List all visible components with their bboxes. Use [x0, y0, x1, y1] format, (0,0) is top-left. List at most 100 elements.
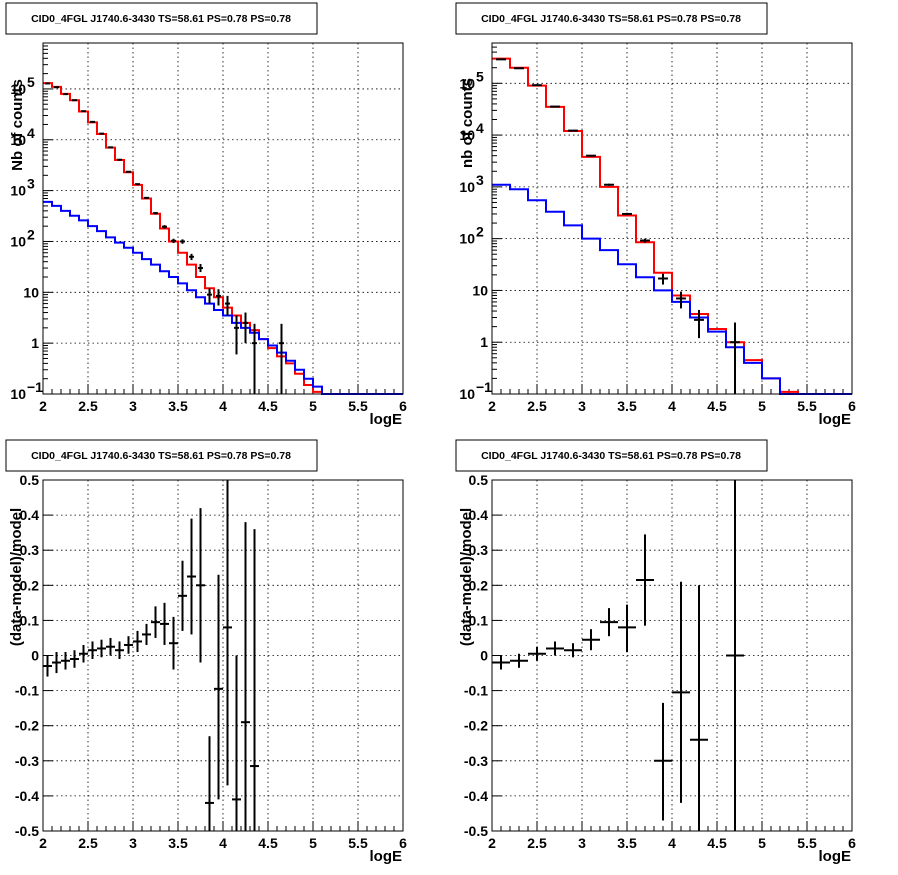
- y-tick-label: 0.5: [469, 472, 489, 488]
- y-tick-label: -0.1: [15, 683, 39, 699]
- y-tick-label: 10: [10, 386, 26, 402]
- y-tick-label: 0.2: [469, 577, 489, 593]
- data-point: [694, 309, 704, 339]
- residual-point: [546, 641, 564, 656]
- residual-point: [178, 560, 187, 631]
- x-tick-label: 3: [129, 835, 137, 851]
- panel-residuals-coarse: CID0_4FGL J1740.6-3430 TS=58.61 PS=0.78 …: [455, 439, 856, 865]
- y-tick-label: -0.5: [464, 823, 488, 839]
- y-tick-label: 0.4: [469, 507, 489, 523]
- residual-point: [232, 655, 241, 831]
- x-tick-label: 5.5: [797, 835, 817, 851]
- residual-point: [241, 522, 250, 831]
- residual-point: [510, 653, 528, 668]
- y-tick-exponent: 5: [27, 74, 35, 90]
- x-tick-label: 5: [309, 835, 317, 851]
- x-axis-label: logE: [370, 848, 403, 865]
- x-tick-label: 2: [488, 835, 496, 851]
- y-tick-label: 0.2: [20, 577, 40, 593]
- y-tick-exponent: −1: [476, 379, 492, 395]
- y-tick-label: 10: [459, 75, 475, 91]
- residual-point: [142, 623, 151, 645]
- y-tick-label: 10: [459, 231, 475, 247]
- data-point: [180, 239, 185, 244]
- residual-point: [133, 630, 142, 652]
- data-point: [225, 295, 230, 316]
- y-tick-label: 10: [472, 282, 488, 298]
- data-point: [108, 146, 113, 149]
- y-tick-exponent: 3: [27, 176, 35, 192]
- residual-point: [70, 650, 79, 668]
- residual-point: [196, 508, 205, 663]
- panel-counts-fine: CID0_4FGL J1740.6-3430 TS=58.61 PS=0.78 …: [5, 2, 407, 428]
- residual-point: [618, 604, 636, 652]
- residual-point: [528, 646, 546, 661]
- x-tick-label: 3.5: [168, 398, 188, 414]
- plot-frame: [491, 42, 853, 395]
- residual-point: [187, 518, 196, 635]
- y-tick-label: 0: [480, 648, 488, 664]
- y-tick-label: 0.5: [20, 472, 40, 488]
- data-point: [658, 273, 668, 285]
- panel-title-box: [455, 2, 768, 35]
- x-tick-label: 4.5: [258, 398, 278, 414]
- residual-point: [160, 602, 169, 645]
- residual-point: [97, 639, 106, 658]
- x-tick-label: 2.5: [527, 835, 547, 851]
- y-tick-label: 10: [23, 284, 39, 300]
- data-point: [153, 211, 158, 215]
- y-tick-label: 0.4: [20, 507, 40, 523]
- residual-point: [106, 637, 115, 656]
- residual-point: [115, 641, 124, 660]
- y-tick-label: 0: [31, 648, 39, 664]
- y-tick-label: 0.3: [469, 542, 489, 558]
- y-tick-label: -0.1: [464, 683, 488, 699]
- data-point: [81, 110, 86, 113]
- y-tick-label: 0.1: [20, 612, 40, 628]
- data-point: [90, 120, 95, 123]
- y-axis-label: (data-model)/model: [8, 508, 25, 646]
- x-tick-label: 5: [309, 398, 317, 414]
- x-tick-label: 3: [578, 835, 586, 851]
- residual-point: [672, 581, 690, 803]
- residual-point: [600, 608, 618, 637]
- y-tick-label: 10: [10, 183, 26, 199]
- x-tick-label: 2.5: [527, 398, 547, 414]
- residual-point: [654, 702, 672, 821]
- data-point: [63, 93, 68, 96]
- data-point: [676, 291, 686, 309]
- y-tick-label: 0.1: [469, 612, 489, 628]
- x-tick-label: 2: [39, 835, 47, 851]
- residual-point: [88, 641, 97, 660]
- data-point: [252, 323, 257, 394]
- x-tick-label: 2: [488, 398, 496, 414]
- residual-point: [61, 651, 70, 670]
- y-tick-exponent: 5: [476, 68, 484, 84]
- x-axis-label: logE: [819, 411, 852, 428]
- data-point: [216, 289, 221, 306]
- panel-title-box: [5, 439, 318, 472]
- panel-title-box: [5, 2, 318, 35]
- residual-point: [564, 643, 582, 658]
- y-tick-label: -0.4: [15, 788, 39, 804]
- data-point: [162, 225, 167, 229]
- data-point: [171, 238, 176, 244]
- x-tick-label: 6: [399, 398, 407, 414]
- y-tick-label: -0.3: [464, 753, 488, 769]
- data-point: [144, 196, 149, 199]
- y-axis-label: nb of counts: [459, 78, 476, 168]
- data-point: [189, 253, 194, 261]
- y-tick-label: -0.4: [464, 788, 488, 804]
- y-axis-label: Nb of counts: [9, 79, 26, 171]
- y-tick-label: -0.2: [464, 718, 488, 734]
- plot-frame: [42, 479, 404, 832]
- y-tick-label: -0.2: [15, 718, 39, 734]
- panel-counts-coarse: CID0_4FGL J1740.6-3430 TS=58.61 PS=0.78 …: [455, 2, 856, 428]
- x-tick-label: 4.5: [258, 835, 278, 851]
- y-tick-exponent: 2: [27, 226, 35, 242]
- data-point: [730, 322, 740, 394]
- x-tick-label: 3: [578, 398, 586, 414]
